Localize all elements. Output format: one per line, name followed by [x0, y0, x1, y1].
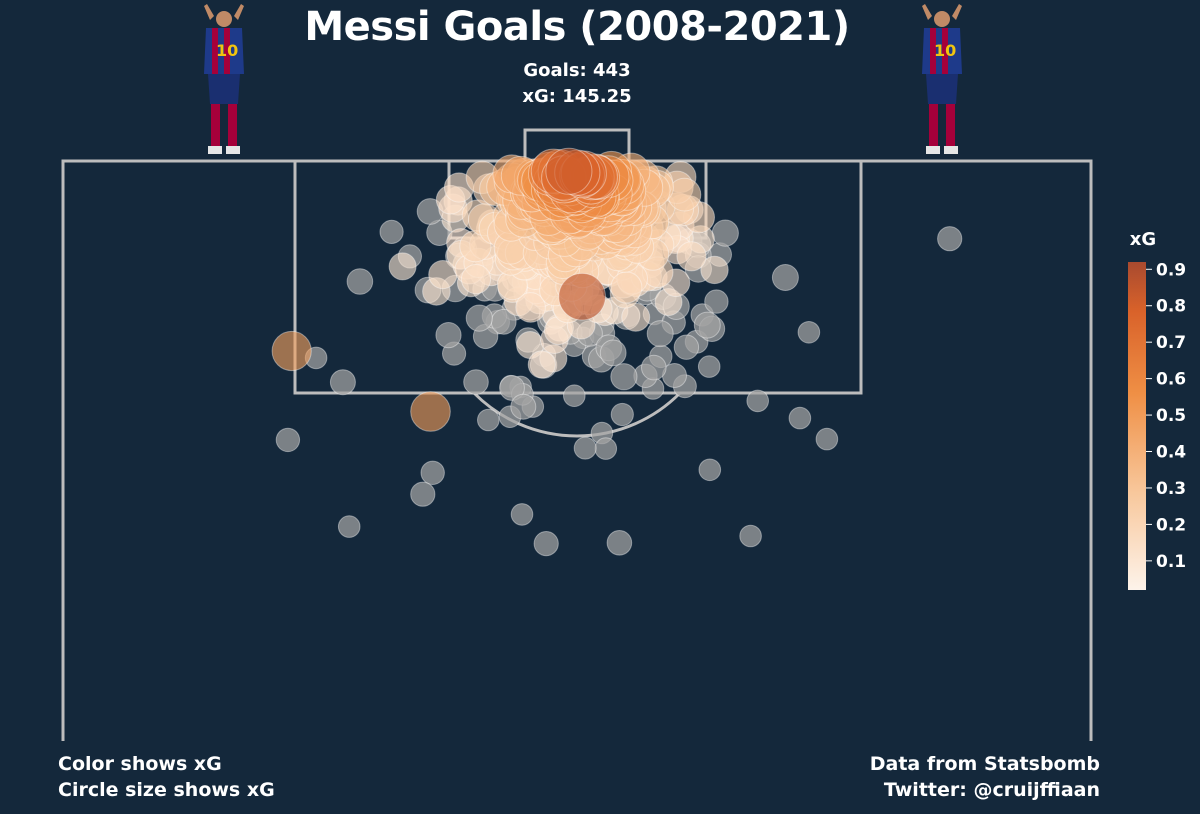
goal-shot-point: [420, 460, 445, 485]
colorbar-tick-label: 0.3: [1156, 479, 1186, 499]
colorbar-tick-label: 0.9: [1156, 260, 1186, 280]
goal-shot-point: [771, 264, 799, 291]
colorbar-tick-label: 0.2: [1156, 515, 1186, 535]
goal-shot-point: [463, 369, 489, 395]
goal-shot-point: [599, 339, 627, 367]
goal-shot-point: [610, 402, 634, 427]
colorbar-tick-label: 0.5: [1156, 406, 1186, 426]
goal-shot-point: [563, 384, 586, 408]
xg-stat: xG: 145.25: [522, 86, 632, 107]
goal-shot-point: [510, 393, 537, 420]
colorbar-label: xG: [1130, 229, 1156, 250]
colorbar: xG 0.1 0.2 0.3 0.4 0.5 0.6 0.7 0.8 0.9: [1128, 229, 1186, 590]
goal-shot-point: [698, 458, 722, 482]
goal-shot-point: [673, 334, 700, 360]
colorbar-tick-label: 0.8: [1156, 297, 1186, 317]
size-note: Circle size shows xG: [58, 779, 275, 801]
goal-shot-point: [815, 427, 839, 451]
goal-shot-point: [646, 320, 674, 348]
goal-shot-point: [510, 503, 534, 526]
goal-shot-point: [746, 389, 770, 413]
player-image-left: 10: [204, 4, 244, 154]
goal-shot-point: [697, 355, 721, 378]
goal-shot-point: [594, 437, 618, 460]
goal-shot-point: [271, 330, 312, 372]
goal-shot-point: [937, 226, 963, 252]
twitter-credit: Twitter: @cruijffiaan: [883, 779, 1100, 801]
goal-shot-point: [533, 531, 559, 557]
goal-shot-point: [460, 264, 492, 295]
colorbar-tick-label: 0.4: [1156, 443, 1186, 463]
goal-shot-point: [676, 241, 707, 272]
goal-shot-point: [610, 363, 638, 391]
goal-shot-point: [545, 147, 593, 195]
goal-shot-point: [388, 252, 417, 281]
goal-shot-point: [275, 427, 301, 453]
goal-shot-point: [711, 219, 739, 247]
goal-shot-point: [499, 375, 525, 401]
goal-shot-point: [337, 515, 361, 538]
goal-shot-point: [797, 321, 821, 344]
colorbar-tick-label: 0.6: [1156, 370, 1186, 390]
color-note: Color shows xG: [58, 753, 222, 775]
penalty-arc: [472, 391, 682, 438]
goal-shot-point: [700, 255, 729, 285]
goal-shot-point: [739, 524, 762, 548]
goal-shot-point: [527, 350, 556, 379]
goal-shot-point: [435, 322, 462, 349]
goal-shot-point: [788, 406, 812, 430]
goals-stat: Goals: 443: [523, 60, 631, 81]
shots-layer: [271, 147, 963, 557]
goal-shot-point: [610, 271, 643, 304]
colorbar-tick-label: 0.1: [1156, 552, 1186, 572]
goal-shot-point: [465, 304, 493, 332]
data-source-note: Data from Statsbomb: [869, 753, 1100, 775]
goal-shot-point: [346, 268, 374, 295]
colorbar-gradient: [1128, 262, 1146, 590]
goal-shot-point: [410, 481, 436, 507]
page-title: Messi Goals (2008-2021): [304, 4, 850, 50]
goal-shot-point: [606, 530, 633, 556]
goal-shot-point: [329, 369, 356, 396]
goal-shot-point: [573, 436, 597, 460]
svg-text:10: 10: [216, 41, 238, 60]
goal-shot-point: [410, 391, 451, 432]
goal-shot-point: [379, 219, 404, 244]
goal-shot-point: [477, 408, 500, 432]
svg-text:10: 10: [934, 41, 956, 60]
colorbar-tick-label: 0.7: [1156, 333, 1186, 353]
player-image-right: 10: [922, 4, 962, 154]
goal-shot-point: [558, 272, 606, 321]
goal-shot-point: [641, 354, 667, 381]
goal-shot-point: [515, 292, 546, 323]
goal-shot-point: [704, 289, 729, 314]
goal-shot-point: [693, 311, 721, 339]
